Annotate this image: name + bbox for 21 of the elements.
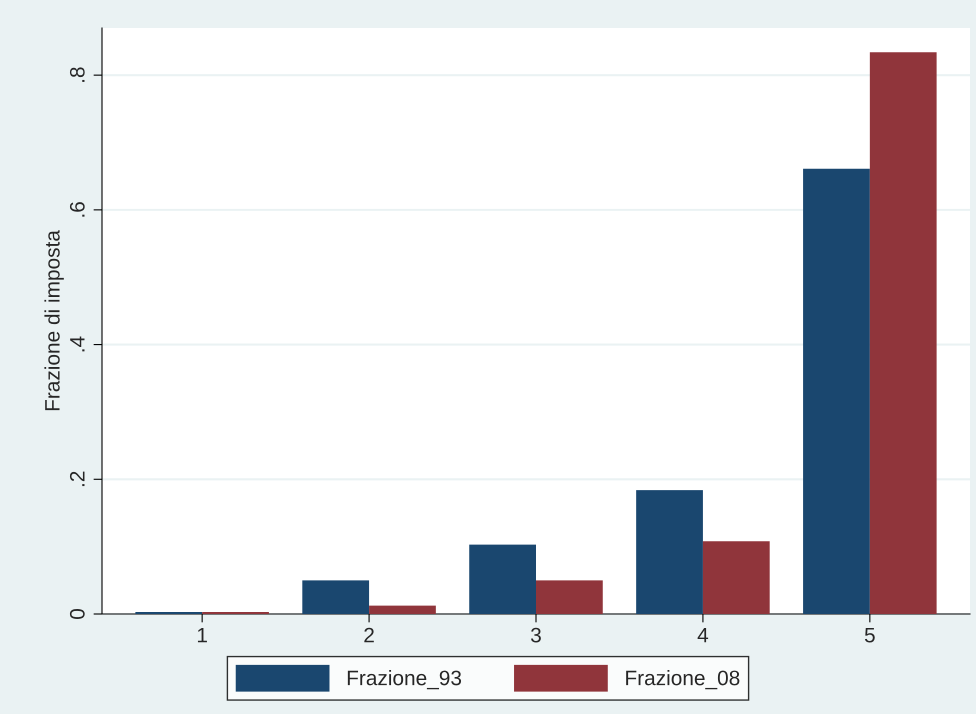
legend-label: Frazione_08 <box>626 670 740 690</box>
legend-label: Frazione_93 <box>348 670 462 690</box>
x-tick-label: 1 <box>198 628 207 642</box>
bar <box>803 168 870 614</box>
y-tick-label: .6 <box>70 202 85 217</box>
bar <box>369 606 436 614</box>
bar <box>536 580 603 614</box>
y-tick-label: .2 <box>70 472 84 486</box>
y-tick-label: 0 <box>70 609 85 619</box>
bar <box>636 490 703 614</box>
y-axis-title: Frazione di imposta <box>44 230 64 410</box>
bar <box>469 544 536 614</box>
x-tick-label: 5 <box>864 628 875 642</box>
x-tick-label: 3 <box>531 628 541 642</box>
bar <box>702 541 770 614</box>
x-tick-label: 2 <box>364 628 374 642</box>
x-tick-label: 4 <box>698 628 708 642</box>
y-tick-label: .8 <box>70 67 85 82</box>
y-tick-label: .4 <box>70 336 84 352</box>
bar <box>870 52 937 614</box>
bar <box>302 580 370 614</box>
